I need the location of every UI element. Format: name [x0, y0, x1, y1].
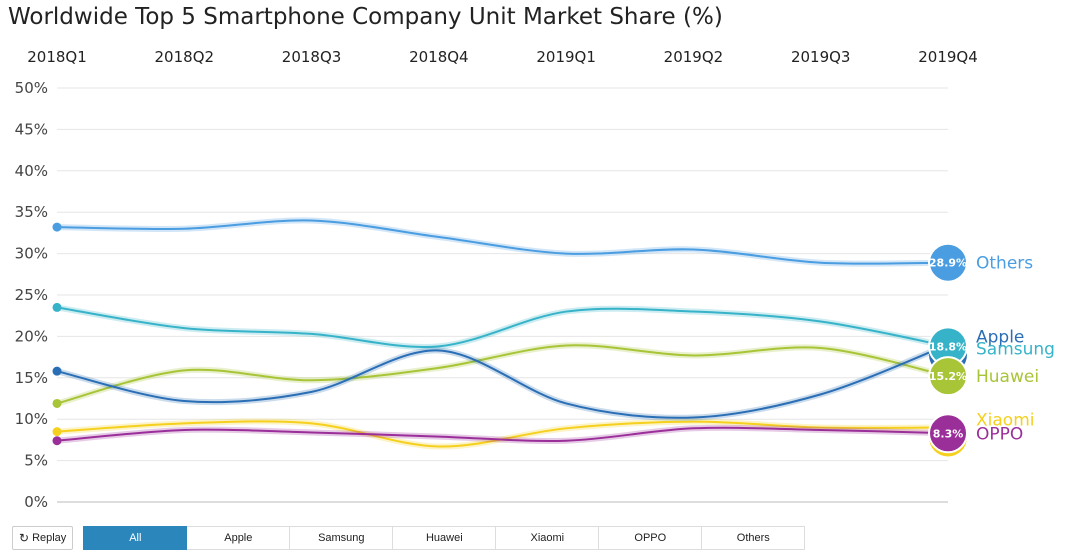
- end-badge-oppo[interactable]: [928, 413, 968, 454]
- end-badge-value-others: 28.9%: [929, 257, 967, 270]
- x-tick-label: 2019Q1: [536, 48, 596, 66]
- start-point-apple[interactable]: [52, 366, 62, 376]
- y-tick-label: 25%: [15, 286, 48, 304]
- start-point-oppo[interactable]: [52, 436, 62, 446]
- y-tick-label: 35%: [15, 203, 48, 221]
- filter-tab-apple[interactable]: Apple: [187, 526, 291, 550]
- chart-title: Worldwide Top 5 Smartphone Company Unit …: [8, 4, 723, 30]
- filter-tab-xiaomi[interactable]: Xiaomi: [496, 526, 600, 550]
- x-tick-label: 2019Q4: [918, 48, 978, 66]
- end-label-others: Others: [976, 254, 1033, 274]
- end-label-xiaomi: Xiaomi: [976, 410, 1034, 430]
- y-tick-label: 50%: [15, 79, 48, 97]
- y-tick-label: 30%: [15, 245, 48, 263]
- y-tick-label: 15%: [15, 369, 48, 387]
- end-badge-value-samsung: 18.8%: [929, 340, 967, 353]
- end-label-huawei: Huawei: [976, 367, 1039, 387]
- replay-icon: ↻: [19, 531, 30, 545]
- series-line-huawei[interactable]: [56, 344, 949, 405]
- end-label-samsung: Samsung: [976, 339, 1055, 359]
- series-filter-tabs: All Apple Samsung Huawei Xiaomi OPPO Others: [83, 526, 806, 550]
- end-badge-others[interactable]: [928, 242, 968, 283]
- x-tick-label: 2018Q4: [409, 48, 469, 66]
- x-tick-label: 2018Q1: [27, 48, 87, 66]
- series-line-oppo[interactable]: [56, 426, 949, 442]
- x-tick-label: 2018Q3: [282, 48, 342, 66]
- start-point-xiaomi[interactable]: [52, 427, 62, 437]
- replay-label: Replay: [32, 532, 67, 544]
- y-tick-label: 5%: [24, 452, 48, 470]
- filter-tab-samsung[interactable]: Samsung: [290, 526, 394, 550]
- replay-button[interactable]: ↻ Replay: [12, 526, 74, 550]
- series-end-markers: Xiaomi Apple 18.8% Samsung 15.2% Huawei 8.3% OP…: [928, 242, 1055, 457]
- end-label-oppo: OPPO: [976, 424, 1023, 444]
- series-line-others[interactable]: [56, 219, 949, 265]
- end-badge-huawei[interactable]: [928, 356, 968, 397]
- series-lines: [52, 217, 951, 450]
- gridlines: [57, 87, 948, 503]
- series-line-halo-xiaomi: [54, 418, 951, 450]
- end-label-apple: Apple: [976, 328, 1024, 348]
- filter-tab-huawei[interactable]: Huawei: [393, 526, 497, 550]
- x-tick-label: 2018Q2: [155, 48, 215, 66]
- y-tick-label: 0%: [24, 493, 48, 511]
- start-point-others[interactable]: [52, 222, 62, 232]
- y-tick-label: 40%: [15, 162, 48, 180]
- filter-tab-others[interactable]: Others: [702, 526, 806, 550]
- x-axis-ticks: 2018Q1 2018Q2 2018Q3 2018Q4 2019Q1 2019Q2 2019…: [27, 48, 978, 66]
- series-line-samsung[interactable]: [56, 306, 949, 348]
- line-chart: 2018Q1 2018Q2 2018Q3 2018Q4 2019Q1 2019Q2 2019…: [15, 48, 1055, 511]
- y-tick-label: 20%: [15, 327, 48, 345]
- x-tick-label: 2019Q3: [791, 48, 851, 66]
- y-tick-label: 10%: [15, 410, 48, 428]
- end-badge-value-huawei: 15.2%: [929, 370, 967, 383]
- end-badge-value-oppo: 8.3%: [933, 427, 964, 440]
- series-line-halo-others: [54, 217, 951, 267]
- start-point-huawei[interactable]: [52, 398, 62, 408]
- series-line-apple[interactable]: [56, 343, 949, 419]
- x-tick-label: 2019Q2: [664, 48, 724, 66]
- series-line-halo-samsung: [54, 304, 951, 350]
- start-point-samsung[interactable]: [52, 302, 62, 312]
- chart-controls: ↻ Replay All Apple Samsung Huawei Xiaomi OPPO…: [12, 526, 806, 550]
- filter-tab-all[interactable]: All: [83, 526, 188, 550]
- filter-tab-oppo[interactable]: OPPO: [599, 526, 703, 550]
- y-axis-ticks: 0% 5% 10% 15% 20% 25% 30% 35% 40% 45% 50%: [15, 79, 48, 511]
- y-tick-label: 45%: [15, 120, 48, 138]
